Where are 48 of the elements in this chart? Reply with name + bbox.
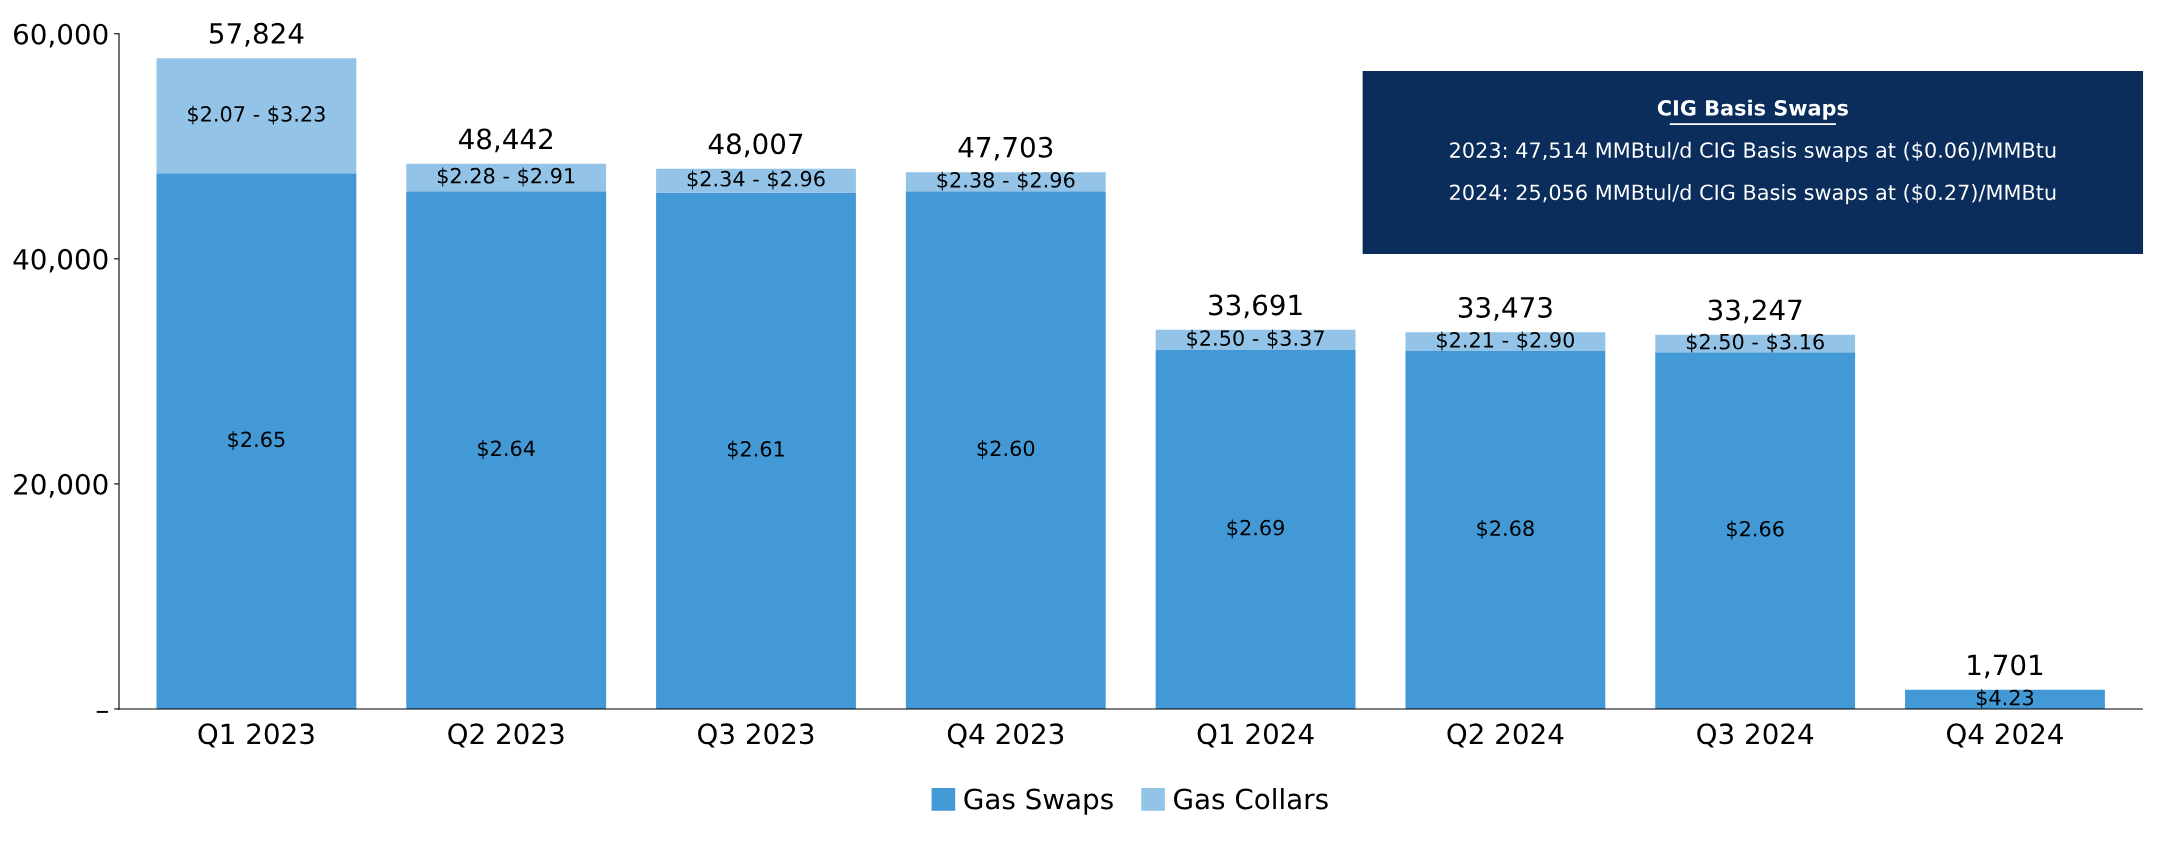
total-label: 48,442 [458, 128, 553, 153]
bar [156, 173, 357, 709]
annotation: $2.50 - $3.16 [1686, 333, 1824, 353]
annotation: 2023: 47,514 MMBtul/d CIG Basis swaps at ($0.06)/MMBtu [1450, 141, 2056, 162]
bar [656, 192, 856, 709]
annotation: 2024: 25,056 MMBtul/d CIG Basis swaps at ($0.27)/MMBtu [1450, 184, 2056, 205]
annotation: $2.50 - $3.37 [1187, 329, 1324, 349]
y-tick-label: 40,000 [13, 248, 108, 273]
total-label: 47,703 [958, 136, 1053, 161]
annotation: $2.07 - $3.23 [188, 105, 325, 125]
annotation: $2.38 - $2.96 [937, 171, 1075, 191]
annotation: $2.69 [1227, 519, 1284, 539]
annotation: $2.61 [727, 440, 784, 460]
annotation: $2.64 [478, 440, 535, 459]
annotation: $2.66 [1727, 520, 1784, 540]
annotation: $2.68 [1477, 519, 1534, 539]
x-tick-label: Q1 2024 [1197, 723, 1314, 748]
total-label: 33,691 [1209, 294, 1302, 319]
annotation: $2.65 [228, 431, 285, 450]
bar [156, 58, 357, 174]
bar [1655, 352, 1856, 709]
total-label: 33,473 [1458, 296, 1552, 321]
annotation: $2.28 - $2.91 [437, 167, 575, 187]
y-tick-label: – [96, 710, 108, 713]
bar [406, 191, 607, 709]
y-tick-label: 60,000 [14, 23, 108, 48]
legend-label: Gas Collars [1174, 787, 1328, 810]
bar [1155, 349, 1356, 709]
x-tick-label: Q1 2023 [198, 723, 314, 748]
total-label: 1,701 [1968, 654, 2043, 679]
x-tick-label: Q2 2024 [1447, 723, 1564, 748]
annotation: $2.21 - $2.90 [1437, 331, 1575, 351]
bar [905, 191, 1106, 709]
annotation: $4.23 [1976, 689, 2034, 709]
total-label: 48,007 [708, 133, 803, 158]
x-tick-label: Q3 2023 [698, 723, 814, 748]
total-label: 57,824 [209, 22, 304, 47]
annotation: $2.60 [977, 440, 1035, 459]
y-tick-label: 20,000 [14, 473, 108, 498]
x-tick-label: Q2 2023 [448, 723, 564, 748]
annotation: $2.34 - $2.96 [687, 170, 825, 190]
x-tick-label: Q4 2024 [1947, 723, 2063, 748]
total-label: 33,247 [1708, 299, 1802, 324]
bar [1405, 351, 1606, 709]
x-tick-label: Q4 2023 [947, 723, 1064, 748]
legend-label: Gas Swaps [964, 788, 1113, 815]
annotation: CIG Basis Swaps [1657, 99, 1848, 120]
x-tick-label: Q3 2024 [1697, 723, 1814, 748]
